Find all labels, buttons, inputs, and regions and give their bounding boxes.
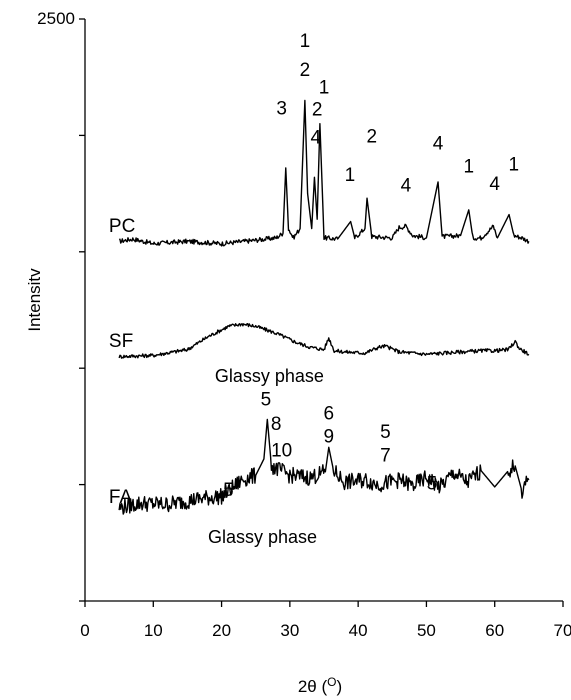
peak-label: 1 <box>463 157 474 178</box>
glassy-phase-annotation: Glassy phase <box>215 366 324 386</box>
peak-label: 2 <box>367 126 378 147</box>
peak-label: 3 <box>276 98 287 119</box>
series-line-sf <box>118 322 530 359</box>
peak-label: 5 <box>261 389 272 410</box>
series-label-fa: FA <box>109 487 133 508</box>
y-tick-label: 2500 <box>37 9 75 28</box>
x-tick-label: 0 <box>80 621 89 640</box>
peak-label: 4 <box>489 174 500 195</box>
x-axis-label-superscript: O <box>327 675 336 689</box>
peak-label: 9 <box>323 427 334 448</box>
peak-label: 1 <box>300 31 311 52</box>
x-tick-label: 60 <box>485 621 504 640</box>
series-label-pc: PC <box>109 216 135 237</box>
series-lines <box>118 99 530 515</box>
series-label-sf: SF <box>109 331 133 352</box>
x-tick-label: 40 <box>349 621 368 640</box>
x-tick-label: 50 <box>417 621 436 640</box>
peak-label: 2 <box>300 60 311 81</box>
peak-label: 1 <box>509 154 520 175</box>
ticks: 0 10 20 30 40 50 60 70 2500 <box>37 9 571 640</box>
x-axis-label: 2θ (O) <box>298 675 342 696</box>
x-tick-label: 70 <box>554 621 571 640</box>
x-tick-label: 20 <box>212 621 231 640</box>
series-line-pc <box>118 99 530 247</box>
peak-label: 4 <box>433 133 444 154</box>
x-tick-label: 10 <box>144 621 163 640</box>
peak-label: 1 <box>345 165 356 186</box>
peak-label: 10 <box>271 441 292 462</box>
peak-label: 7 <box>380 445 391 466</box>
peak-label: 4 <box>401 175 412 196</box>
series-line-fa <box>118 418 530 515</box>
axes: 2θ (O) Intensitv <box>25 19 563 696</box>
peak-label: 6 <box>323 403 334 424</box>
x-axis-label-main: 2θ (O) <box>298 675 342 696</box>
peak-label: 5 <box>223 480 234 501</box>
peak-label: 1 <box>319 77 330 98</box>
peak-label: 4 <box>311 128 322 149</box>
peak-label: 5 <box>380 422 391 443</box>
y-axis-label: Intensitv <box>25 268 44 332</box>
glassy-phase-annotation: Glassy phase <box>208 527 317 547</box>
peak-label: 8 <box>271 414 282 435</box>
peak-label: 5 <box>427 473 438 494</box>
peak-label: 2 <box>312 100 323 121</box>
x-tick-label: 30 <box>280 621 299 640</box>
